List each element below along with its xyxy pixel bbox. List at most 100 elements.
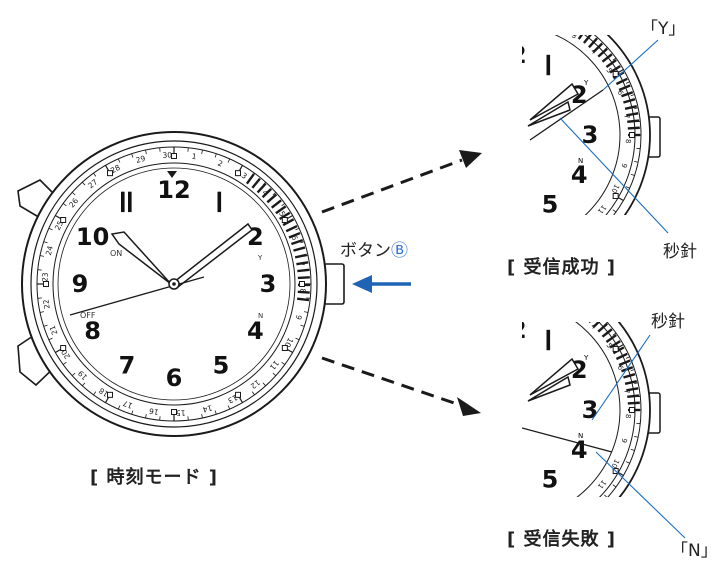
hour-numeral: 4 (247, 317, 264, 345)
hour-numeral: 8 (432, 436, 449, 464)
minute-track-number: 27 (430, 37, 442, 49)
minute-tick (422, 38, 425, 41)
minute-tick (433, 304, 435, 307)
minute-track-number: 16 (486, 247, 497, 256)
minute-tick (413, 220, 416, 223)
hour-numeral: 4 (571, 161, 588, 189)
hour-square (613, 347, 618, 352)
minute-tick (470, 10, 471, 14)
hour-numeral: 3 (582, 121, 599, 149)
hour-bar-icon (464, 55, 468, 75)
minute-track-number: 2 (549, 20, 556, 29)
minute-tick (404, 58, 407, 60)
hour-square (386, 133, 391, 138)
minute-track-number: 23 (388, 124, 396, 133)
reception-bar-segment (562, 293, 567, 304)
minute-track-number: 13 (558, 510, 570, 521)
hour-bar-icon (464, 330, 468, 350)
hour-numeral: 9 (72, 270, 89, 298)
time-mode-caption: [ 時刻モード ] (90, 463, 218, 489)
hour-numeral: 9 (422, 121, 439, 149)
hour-square (630, 408, 635, 413)
hour-square (613, 72, 618, 77)
hour-numeral: 7 (462, 190, 479, 218)
hour-numeral: 5 (542, 190, 559, 218)
reception-bar-segment (568, 297, 574, 307)
minute-tick (470, 256, 471, 260)
hour-square (236, 171, 241, 176)
minute-tick (413, 495, 416, 498)
minute-tick (483, 259, 484, 263)
minute-tick (390, 462, 394, 464)
reception-bar-segment (584, 309, 592, 318)
minute-tick (385, 174, 389, 175)
minute-track-number: 29 (474, 16, 485, 26)
minute-tick (483, 534, 484, 538)
hour-numeral: 12 (493, 316, 526, 344)
minute-tick (595, 504, 598, 507)
hour-square (447, 513, 452, 518)
minute-tick (382, 108, 386, 109)
minute-tick (549, 10, 550, 14)
minute-tick (382, 161, 386, 162)
minute-track-number: 2 (549, 295, 556, 304)
minute-tick (445, 22, 448, 27)
minute-tick (385, 449, 389, 450)
detail-n-mark: N (578, 157, 583, 165)
minute-track-number: 22 (389, 423, 398, 433)
hour-numeral: 7 (119, 351, 136, 379)
minute-tick (573, 243, 576, 248)
hour-square (386, 408, 391, 413)
minute-track-number: 24 (391, 99, 401, 110)
minute-tick (385, 370, 389, 371)
hour-numeral: 6 (166, 364, 183, 392)
minute-tick (573, 518, 576, 523)
minute-track-number: 15 (176, 408, 186, 417)
button-label: ボタンⒷ (340, 236, 408, 261)
minute-track-number: 8 (624, 414, 632, 419)
hour-bar-icon (218, 192, 222, 212)
minute-tick (536, 7, 537, 11)
failure-second-hand-label: 秒針 (651, 307, 685, 332)
hour-bar-icon (471, 330, 475, 350)
hour-bar-icon (121, 192, 125, 212)
on-mark: ON (110, 249, 122, 258)
minute-tick (422, 313, 425, 316)
minute-track-number: 28 (451, 299, 463, 310)
reception-bar-segment (628, 128, 640, 129)
minute-track-number: 22 (41, 299, 51, 310)
reception-bar-segment (627, 396, 639, 397)
minute-track-number: 20 (405, 193, 417, 205)
hour-numeral: 4 (571, 436, 588, 464)
minute-track-number: 28 (451, 24, 463, 35)
off-mark: OFF (80, 311, 96, 320)
minute-tick (433, 238, 435, 241)
minute-tick (390, 82, 394, 84)
minute-track-number: 30 (499, 288, 508, 296)
minute-track-number: 26 (412, 54, 424, 66)
hour-numeral: 6 (502, 201, 519, 229)
hour-numeral: 9 (422, 396, 439, 424)
minute-track-number: 30 (162, 150, 172, 159)
minute-tick (445, 243, 448, 248)
hour-square (402, 469, 407, 474)
minute-tick (604, 220, 607, 223)
minute-track-number: 19 (421, 212, 433, 224)
reception-bar-segment (297, 299, 309, 300)
reception-bar-segment (628, 403, 640, 404)
hour-square (508, 286, 513, 291)
minute-tick (457, 15, 459, 19)
hour-square (402, 72, 407, 77)
hour-numeral: 10 (424, 356, 457, 384)
reception-success-caption: [ 受信成功 ] (507, 253, 616, 279)
detail-y-mark: Y (583, 79, 589, 87)
button-label-text: ボタン (340, 241, 391, 261)
minute-track-number: 8 (298, 288, 307, 293)
minute-tick (445, 297, 448, 302)
hour-bar-icon (547, 330, 551, 350)
minute-track-number: 8 (624, 139, 632, 144)
minute-tick (445, 518, 448, 523)
minute-track-number: 17 (462, 240, 473, 251)
